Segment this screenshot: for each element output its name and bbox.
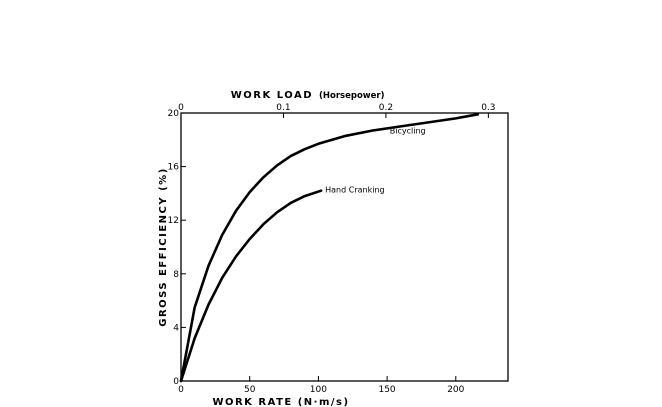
y-tick-label: 0 — [173, 377, 179, 387]
x-top-axis-unit: (Horsepower) — [319, 91, 385, 101]
x-tick-label: 150 — [378, 385, 395, 395]
x-tick-label: 200 — [447, 385, 464, 395]
plot-frame — [180, 112, 509, 382]
y-axis-title: GROSS EFFICIENCY (%) — [158, 167, 169, 327]
y-tick-label: 12 — [168, 216, 179, 226]
series-label: Hand Cranking — [325, 186, 384, 195]
x-top-tick-label: 0.3 — [481, 103, 495, 113]
x-tick-label: 0 — [178, 385, 184, 395]
x-top-tick-label: 0 — [178, 103, 184, 113]
x-top-axis-title: WORK LOAD — [231, 90, 313, 101]
y-tick-label: 8 — [173, 270, 179, 280]
y-tick-label: 16 — [168, 163, 180, 173]
x-top-tick-label: 0.1 — [276, 103, 290, 113]
y-tick-label: 20 — [168, 109, 180, 119]
x-tick-label: 50 — [244, 385, 256, 395]
x-top-tick-label: 0.2 — [379, 103, 393, 113]
series-line-hand-cranking — [179, 189, 323, 383]
x-tick-label: 100 — [310, 385, 327, 395]
series-label: Bicycling — [390, 126, 426, 135]
y-tick-label: 4 — [173, 323, 179, 333]
series-line-bicycling — [179, 113, 480, 383]
x-axis-title: WORK RATE (N·m/s) — [212, 397, 349, 407]
